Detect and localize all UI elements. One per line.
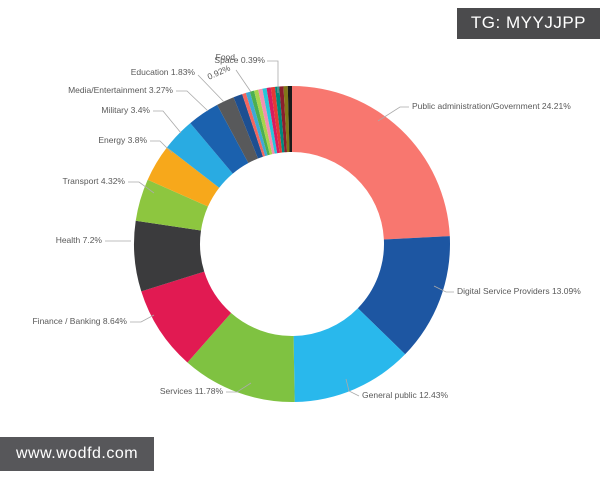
slice-label-energy: Energy 3.8%	[98, 135, 147, 146]
leader-line-finance-banking	[130, 314, 155, 323]
slice-label-transport: Transport 4.32%	[62, 176, 125, 187]
leader-line-general-public	[345, 378, 360, 397]
donut-sliver	[245, 91, 268, 157]
donut-slice-finance-banking	[141, 271, 232, 363]
donut-sliver	[279, 86, 288, 153]
slice-label-health: Health 7.2%	[55, 235, 102, 246]
slice-label-food: Food 0.92%	[205, 52, 235, 82]
slice-label-media-entertainment: Media/Entertainment 3.27%	[68, 85, 173, 96]
slice-label-space: Space 0.39%	[214, 55, 265, 66]
leader-line-public-administration-government	[377, 106, 409, 122]
donut-slice-education	[217, 97, 258, 163]
leader-line-services	[226, 382, 252, 393]
donut-slice-digital-service-providers	[357, 236, 451, 355]
donut-sliver	[287, 86, 292, 153]
donut-slice-energy	[147, 147, 220, 207]
donut-sliver	[266, 87, 280, 154]
donut-sliver	[254, 89, 273, 155]
slice-label-finance-banking: Finance / Banking 8.64%	[32, 316, 127, 327]
leader-line-transport	[128, 181, 155, 194]
leader-line-education	[197, 74, 225, 103]
slice-label-general-public: General public 12.43%	[362, 390, 449, 401]
donut-sliver	[262, 88, 278, 154]
donut-slice-food	[233, 94, 263, 159]
leader-line-food	[235, 69, 252, 93]
donut-sliver	[249, 90, 270, 156]
slice-label-military: Military 3.4%	[101, 105, 150, 116]
slice-label-digital-service-providers: Digital Service Providers 13.09%	[457, 286, 581, 297]
donut-slice-general-public	[293, 308, 406, 402]
slice-label-services: Services 11.78%	[159, 386, 223, 397]
slice-label-public-administration-government: Public administration/Government 24.21%	[412, 101, 571, 112]
donut-slice-space	[242, 92, 266, 157]
leader-line-energy	[150, 140, 173, 154]
leader-line-digital-service-providers	[433, 285, 454, 293]
telegram-tag-watermark: TG: MYYJJPP	[456, 8, 600, 39]
leader-line-media-entertainment	[176, 90, 209, 112]
donut-slice-services	[187, 312, 295, 403]
slice-label-education: Education 1.83%	[130, 67, 195, 78]
website-url-watermark: www.wodfd.com	[0, 437, 155, 471]
donut-sliver	[274, 86, 285, 153]
donut-sliver	[283, 86, 290, 153]
donut-slice-health	[134, 220, 205, 292]
donut-slice-public-administration-government	[292, 86, 450, 240]
donut-sliver	[270, 86, 283, 153]
donut-slice-military	[166, 123, 233, 188]
donut-slice-media-entertainment	[190, 104, 249, 174]
leader-line-military	[153, 110, 182, 134]
leader-line-space	[267, 60, 279, 93]
donut-sliver	[258, 88, 275, 155]
